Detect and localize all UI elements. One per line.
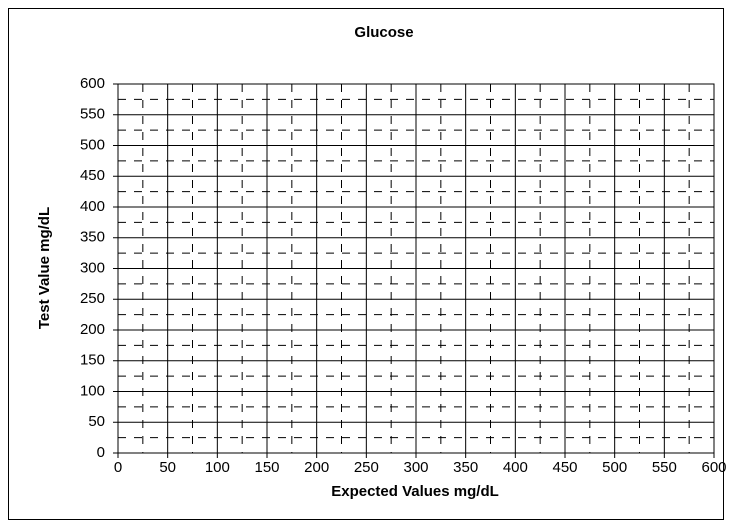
y-axis-label: Test Value mg/dL [36,207,53,329]
x-tick-label: 100 [205,459,230,476]
x-tick-label: 350 [453,459,478,476]
y-tick-label: 0 [97,444,105,461]
x-tick-label: 200 [304,459,329,476]
y-tick-label: 150 [80,352,105,369]
x-tick-label: 550 [652,459,677,476]
y-tick-label: 400 [80,198,105,215]
y-tick-label: 300 [80,259,105,276]
y-tick-label: 200 [80,321,105,338]
y-tick-label: 500 [80,136,105,153]
y-tick-label: 600 [80,75,105,92]
x-tick-label: 500 [602,459,627,476]
x-tick-label: 300 [403,459,428,476]
y-tick-label: 550 [80,106,105,123]
y-tick-label: 50 [88,413,105,430]
x-tick-label: 50 [159,459,176,476]
x-tick-label: 150 [254,459,279,476]
x-tick-label: 0 [114,459,122,476]
chart-title: Glucose [354,24,413,41]
x-axis-label: Expected Values mg/dL [331,483,499,500]
x-tick-label: 450 [552,459,577,476]
y-tick-label: 350 [80,229,105,246]
plot-area-border [117,83,715,454]
y-tick-label: 100 [80,382,105,399]
y-tick-label: 250 [80,290,105,307]
x-tick-label: 400 [503,459,528,476]
x-tick-label: 250 [354,459,379,476]
y-tick-label: 450 [80,167,105,184]
x-tick-label: 600 [701,459,726,476]
